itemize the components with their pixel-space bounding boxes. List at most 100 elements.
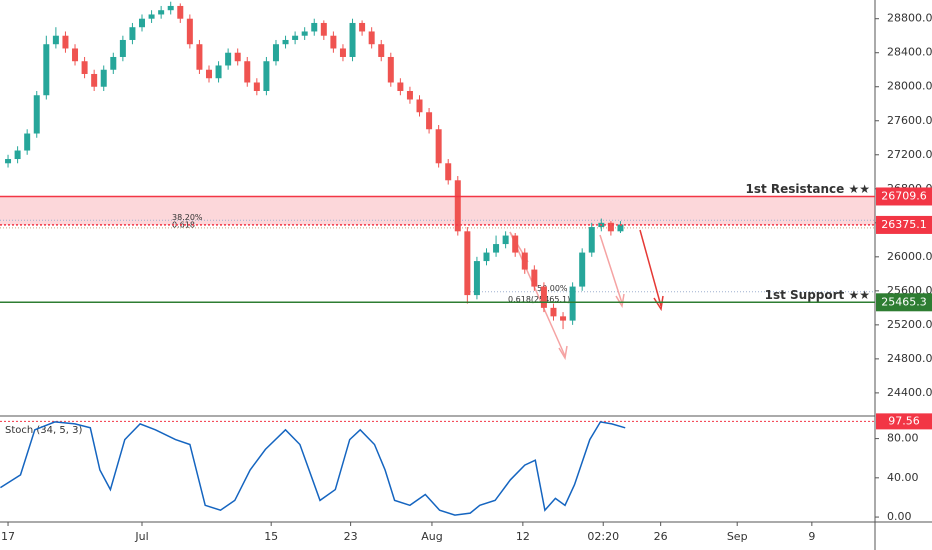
price-tag-label: 97.56 — [888, 414, 920, 427]
candle-body — [244, 61, 251, 83]
y-tick-label: 27200.00 — [887, 148, 932, 161]
candle-body — [234, 52, 241, 62]
candle-body — [81, 61, 88, 74]
fib-label: 0.618(25465.1) — [508, 295, 570, 304]
candle-body — [311, 22, 318, 32]
price-tag-label: 26709.6 — [881, 189, 927, 202]
candle-body — [225, 52, 232, 66]
candle-body — [493, 244, 500, 253]
candle-body — [139, 18, 146, 28]
candle-body — [540, 286, 547, 308]
candle-body — [454, 180, 461, 232]
candle-body — [186, 18, 193, 45]
x-tick-label: Jul — [134, 530, 148, 543]
candle-body — [607, 222, 614, 232]
candle-body — [435, 129, 442, 164]
y-tick-label: 27600.00 — [887, 114, 932, 127]
y-tick-label: 24800.00 — [887, 352, 932, 365]
candle-body — [502, 235, 509, 245]
candle-body — [33, 95, 40, 134]
y-tick-label: 24400.00 — [887, 386, 932, 399]
candle-body — [119, 39, 126, 57]
candle-body — [426, 112, 433, 130]
x-tick-label: 15 — [264, 530, 278, 543]
candle-body — [272, 44, 279, 62]
candle-body — [531, 269, 538, 287]
arrow-head — [558, 345, 568, 361]
price-tag-label: 25465.3 — [881, 295, 927, 308]
candle-body — [100, 69, 107, 87]
candle-body — [72, 48, 79, 62]
arrow — [509, 231, 566, 357]
candle-body — [588, 227, 595, 253]
candle-body — [282, 39, 289, 45]
price-tag — [876, 187, 932, 206]
candle-body — [43, 44, 50, 96]
candle-body — [5, 159, 12, 164]
candle-body — [339, 48, 346, 57]
indicator-name: Stoch (34, 5, 3) — [5, 425, 82, 436]
candle-body — [167, 5, 174, 11]
x-tick-label: Aug — [421, 530, 442, 543]
candle-body — [473, 261, 480, 296]
candle-body — [320, 22, 327, 36]
candle-body — [550, 307, 557, 317]
candle-body — [569, 286, 576, 321]
price-tag — [876, 413, 932, 430]
y-tick-label: 40.00 — [887, 471, 919, 484]
candle-body — [521, 252, 528, 270]
candle-body — [110, 56, 117, 70]
candle-body — [196, 44, 203, 70]
candle-body — [91, 73, 98, 87]
y-tick-label: 0.00 — [887, 510, 912, 523]
candle-body — [215, 65, 222, 79]
candle-body — [14, 150, 21, 160]
x-tick-label: 26 — [654, 530, 668, 543]
price-tag-label: 26375.1 — [881, 218, 927, 231]
x-tick-label: 02:20 — [587, 530, 619, 543]
x-tick-label: 17 — [1, 530, 15, 543]
arrow — [599, 234, 623, 304]
y-tick-label: 28400.00 — [887, 46, 932, 59]
candle-body — [359, 22, 366, 32]
candle-body — [368, 31, 375, 45]
candle-body — [292, 35, 299, 40]
arrow-head — [615, 293, 625, 309]
candle-body — [263, 61, 270, 91]
fib-label: 0.618 — [172, 220, 195, 229]
candle-body — [416, 99, 423, 113]
candle-body — [62, 35, 69, 49]
candle-body — [483, 252, 490, 262]
candle-body — [177, 5, 184, 19]
level-name: 1st Support ★★ — [765, 288, 870, 302]
resistance-zone — [0, 196, 875, 225]
candle-body — [253, 82, 260, 91]
candle-body — [464, 231, 471, 296]
stoch-line — [0, 421, 626, 516]
candle-body — [406, 90, 413, 100]
x-tick-label: 12 — [516, 530, 530, 543]
candle-body — [301, 31, 308, 36]
candle-body — [387, 56, 394, 83]
x-tick-label: 9 — [808, 530, 815, 543]
candle-body — [24, 133, 31, 151]
x-tick-label: Sep — [727, 530, 748, 543]
candle-body — [205, 69, 212, 79]
level-name: 1st Resistance ★★ — [745, 182, 870, 196]
candle-body — [129, 27, 136, 40]
candle-body — [330, 35, 337, 49]
candle-body — [158, 10, 165, 15]
price-tag — [876, 215, 932, 234]
arrow — [639, 229, 662, 307]
y-tick-label: 28000.00 — [887, 80, 932, 93]
candle-body — [397, 82, 404, 91]
x-tick-label: 23 — [344, 530, 358, 543]
candle-body — [560, 316, 567, 321]
candle-body — [617, 224, 624, 232]
y-tick-label: 26000.00 — [887, 250, 932, 263]
candle-body — [148, 14, 155, 19]
candle-body — [349, 22, 356, 57]
candle-body — [445, 163, 452, 181]
candle-body — [579, 252, 586, 287]
